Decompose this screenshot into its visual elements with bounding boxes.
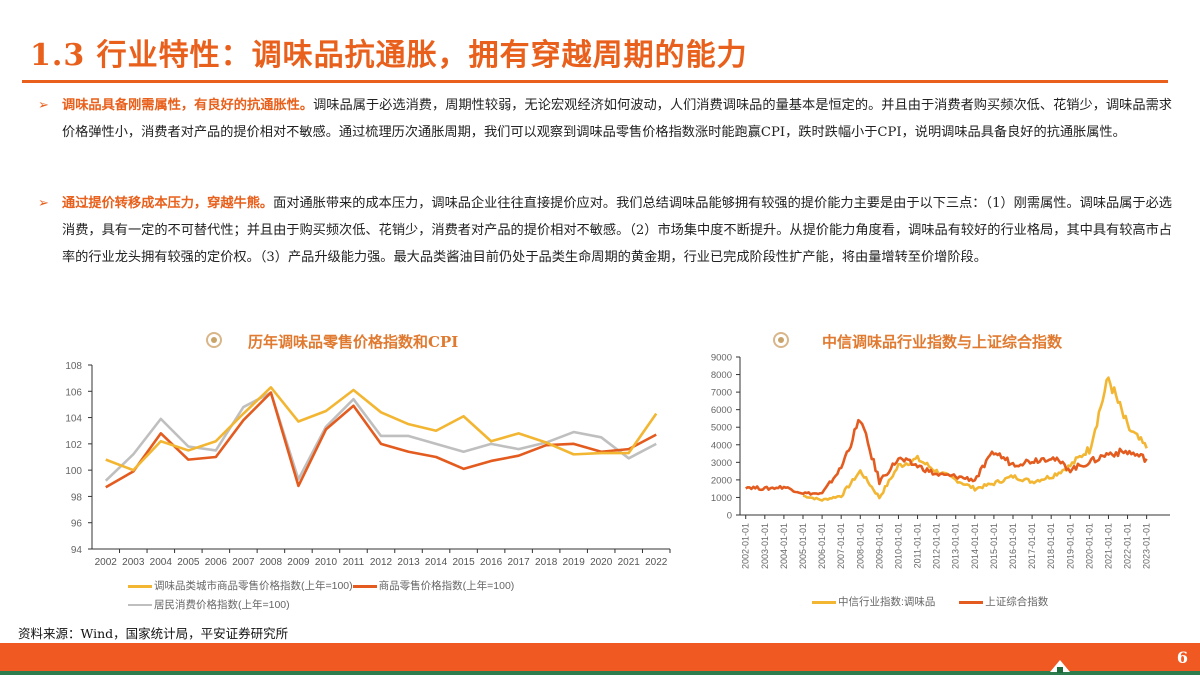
svg-text:102: 102 <box>65 440 82 451</box>
svg-text:2017-01-01: 2017-01-01 <box>1027 523 1037 569</box>
target-bullet-icon <box>206 332 222 348</box>
svg-text:4000: 4000 <box>711 440 732 451</box>
left-chart-title: 历年调味品零售价格指数和CPI <box>248 333 459 351</box>
svg-text:2007-01-01: 2007-01-01 <box>836 523 846 569</box>
svg-text:2010: 2010 <box>315 557 338 568</box>
svg-text:2007: 2007 <box>232 557 255 568</box>
svg-text:2009: 2009 <box>287 557 310 568</box>
svg-text:1000: 1000 <box>711 493 732 504</box>
svg-text:2006-01-01: 2006-01-01 <box>817 523 827 569</box>
legend-item-citic-seasoning: 中信行业指数:调味品 <box>812 596 935 608</box>
legend-item-seasoning: 调味品类城市商品零售价格指数(上年=100) <box>128 580 353 592</box>
right-chart-title: 中信调味品行业指数与上证综合指数 <box>822 333 1063 351</box>
svg-text:2008-01-01: 2008-01-01 <box>855 523 865 569</box>
svg-text:2016: 2016 <box>480 557 503 568</box>
svg-text:2004-01-01: 2004-01-01 <box>779 523 789 569</box>
right-chart-legend: 中信行业指数:调味品 上证综合指数 <box>812 594 1048 609</box>
svg-text:2021: 2021 <box>618 557 641 568</box>
svg-text:2011: 2011 <box>343 557 365 568</box>
legend-swatch-icon <box>128 604 152 607</box>
paragraph-2-body: 面对通胀带来的成本压力，调味品企业往往直接提价应对。我们总结调味品能够拥有较强的… <box>62 196 1172 265</box>
svg-text:2018-01-01: 2018-01-01 <box>1046 523 1056 569</box>
svg-text:2008: 2008 <box>260 557 283 568</box>
legend-item-cpi: 居民消费价格指数(上年=100) <box>128 599 290 611</box>
svg-text:2020-01-01: 2020-01-01 <box>1084 523 1094 569</box>
svg-text:94: 94 <box>71 545 83 556</box>
paragraph-2: 通过提价转移成本压力，穿越牛熊。面对通胀带来的成本压力，调味品企业往往直接提价应… <box>62 190 1172 271</box>
svg-text:2013: 2013 <box>397 557 420 568</box>
svg-text:9000: 9000 <box>711 353 732 364</box>
footer-accent-line <box>0 671 1200 675</box>
svg-text:2022: 2022 <box>645 557 668 568</box>
svg-text:2012-01-01: 2012-01-01 <box>932 523 942 569</box>
legend-swatch-icon <box>812 600 836 604</box>
svg-text:7000: 7000 <box>711 388 732 399</box>
svg-text:8000: 8000 <box>711 370 732 381</box>
left-line-chart: 94 96 98 100 102 104 106 108 2002 2003 2004 2005 200… <box>65 361 671 568</box>
paragraph-1-body: 调味品属于必选消费，周期性较弱，无论宏观经济如何波动，人们消费调味品的量基本是恒… <box>62 98 1172 140</box>
target-bullet-icon <box>773 332 789 348</box>
svg-text:2014: 2014 <box>425 557 448 568</box>
svg-text:2014-01-01: 2014-01-01 <box>970 523 980 569</box>
svg-text:2006: 2006 <box>205 557 228 568</box>
svg-text:96: 96 <box>71 519 83 530</box>
title-divider <box>22 80 1168 83</box>
svg-text:2023-01-01: 2023-01-01 <box>1142 523 1152 569</box>
svg-text:2022-01-01: 2022-01-01 <box>1123 523 1133 569</box>
bullet-arrow-icon: ➢ <box>38 196 49 211</box>
logo-icon <box>1050 660 1070 672</box>
svg-text:2020: 2020 <box>590 557 613 568</box>
svg-text:2003: 2003 <box>122 557 145 568</box>
logo-dot-icon <box>1057 667 1063 673</box>
svg-text:2005: 2005 <box>177 557 200 568</box>
svg-text:2019-01-01: 2019-01-01 <box>1065 523 1075 569</box>
right-line-chart: 0 1000 2000 3000 4000 5000 6000 7000 8000 9000 200… <box>711 353 1170 569</box>
svg-text:2013-01-01: 2013-01-01 <box>951 523 961 569</box>
legend-swatch-icon <box>352 584 377 588</box>
footer-bar <box>0 643 1200 671</box>
svg-text:5000: 5000 <box>711 423 732 434</box>
svg-text:2010-01-01: 2010-01-01 <box>893 523 903 569</box>
svg-text:3000: 3000 <box>711 458 732 469</box>
svg-text:100: 100 <box>65 466 82 477</box>
svg-text:2015: 2015 <box>452 557 475 568</box>
legend-item-shanghai-composite: 上证综合指数 <box>959 596 1048 608</box>
page-title: 1.3 行业特性：调味品抗通胀，拥有穿越周期的能力 <box>30 38 748 73</box>
svg-text:0: 0 <box>727 511 732 522</box>
svg-text:98: 98 <box>71 492 83 503</box>
svg-text:2009-01-01: 2009-01-01 <box>874 523 884 569</box>
svg-text:2021-01-01: 2021-01-01 <box>1103 523 1113 569</box>
svg-text:2011-01-01: 2011-01-01 <box>913 523 923 568</box>
svg-text:2002: 2002 <box>95 557 118 568</box>
left-chart-legend-row2: 居民消费价格指数(上年=100) <box>128 597 290 612</box>
svg-text:2000: 2000 <box>711 475 732 486</box>
svg-text:2003-01-01: 2003-01-01 <box>760 523 770 569</box>
svg-text:106: 106 <box>65 387 82 398</box>
page-number: 6 <box>1176 648 1188 667</box>
legend-swatch-icon <box>128 584 152 588</box>
svg-text:2002-01-01: 2002-01-01 <box>741 523 751 569</box>
svg-text:2017: 2017 <box>507 557 530 568</box>
svg-text:6000: 6000 <box>711 405 732 416</box>
svg-text:2019: 2019 <box>563 557 586 568</box>
left-chart-legend: 调味品类城市商品零售价格指数(上年=100) 商品零售价格指数(上年=100) <box>128 578 514 593</box>
legend-swatch-icon <box>959 600 984 604</box>
svg-text:2018: 2018 <box>535 557 558 568</box>
svg-text:104: 104 <box>65 414 82 425</box>
bullet-arrow-icon: ➢ <box>38 98 49 113</box>
data-source-note: 资料来源：Wind，国家统计局，平安证券研究所 <box>18 626 289 641</box>
svg-text:2015-01-01: 2015-01-01 <box>989 523 999 569</box>
svg-text:2012: 2012 <box>370 557 393 568</box>
svg-text:2004: 2004 <box>150 557 173 568</box>
legend-item-retail: 商品零售价格指数(上年=100) <box>352 580 514 592</box>
paragraph-2-lead: 通过提价转移成本压力，穿越牛熊。 <box>62 196 274 211</box>
svg-text:2005-01-01: 2005-01-01 <box>798 523 808 569</box>
svg-text:2016-01-01: 2016-01-01 <box>1008 523 1018 569</box>
paragraph-1: 调味品具备刚需属性，有良好的抗通胀性。调味品属于必选消费，周期性较弱，无论宏观经… <box>62 92 1172 146</box>
paragraph-1-lead: 调味品具备刚需属性，有良好的抗通胀性。 <box>62 98 314 113</box>
svg-text:108: 108 <box>65 361 82 372</box>
